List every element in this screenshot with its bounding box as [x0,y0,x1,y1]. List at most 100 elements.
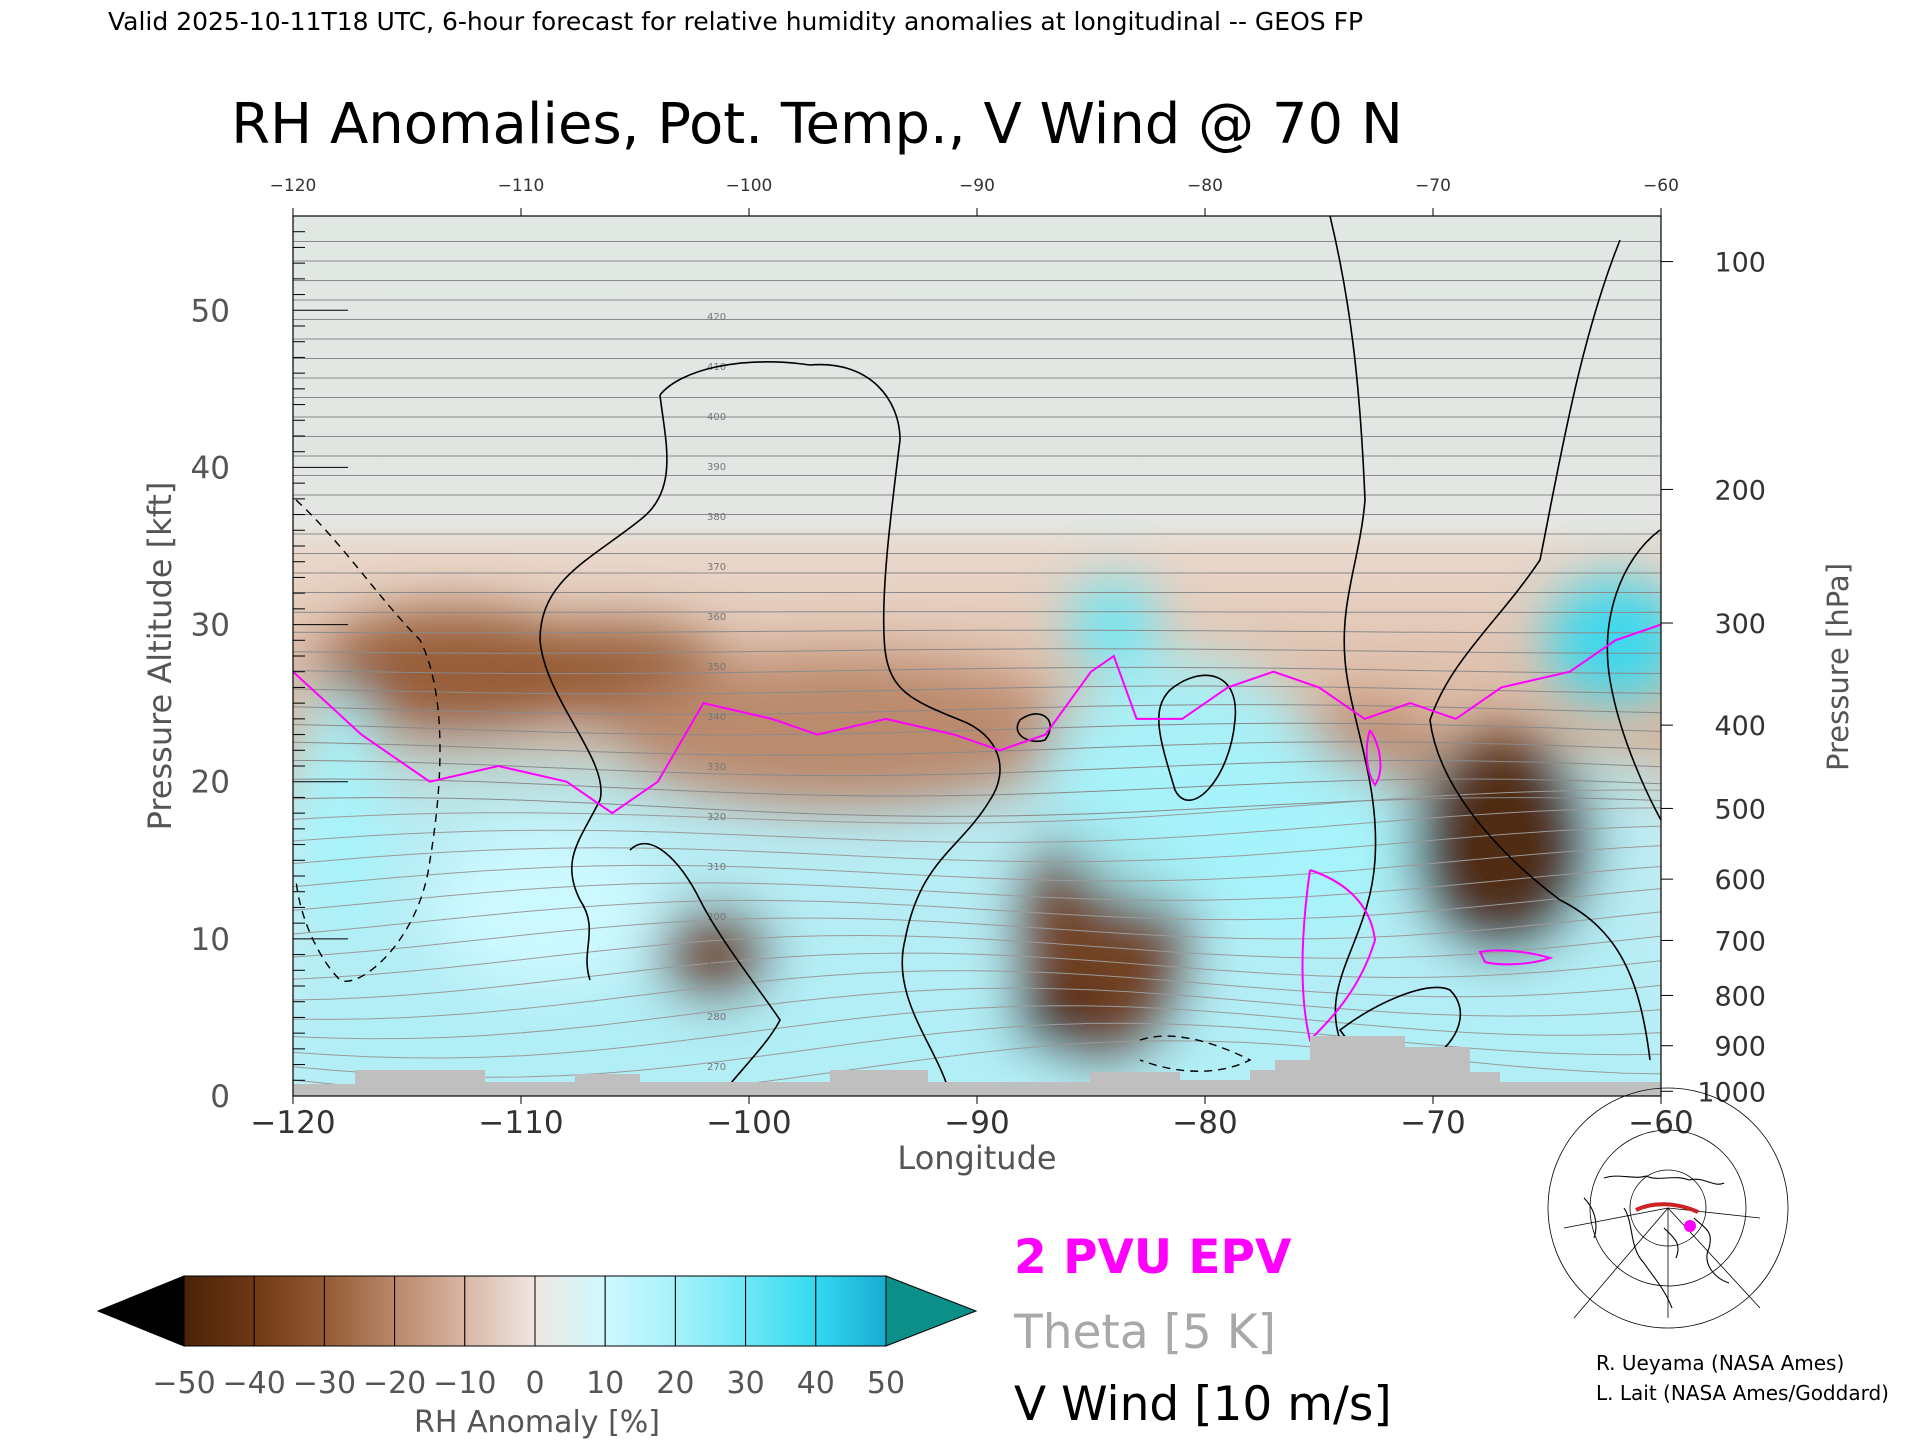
epv-2pvu-loop-c [1365,729,1382,787]
colorbar-box-2 [323,1275,396,1347]
theta-label-290: 290 [707,962,726,973]
theta-label-340: 340 [707,712,726,723]
wind-contour-zero-b [539,394,668,981]
theta-line-20 [293,685,1661,695]
colorbar-box-6 [604,1275,676,1347]
y-tick-label-right-3: 400 [1714,711,1766,742]
theta-label-390: 390 [707,462,726,473]
epv-2pvu-loop-a [1301,869,1377,1042]
map-marker [1684,1220,1696,1232]
theta-label-320: 320 [707,812,726,823]
y-tick-label-left-2: 20 [191,765,230,801]
inset-map [1547,1087,1789,1329]
wind-contour-zero-a [659,361,1001,1096]
colorbar-box-3 [394,1275,466,1347]
theta-label-270: 270 [707,1062,726,1073]
x-tick-label-bottom-2: −100 [706,1105,791,1141]
colorbar-box-4 [464,1275,536,1347]
theta-line-23 [293,629,1661,634]
epv-2pvu-line [293,623,1661,815]
map-meridian-e [1667,1207,1761,1219]
theta-line-15 [293,778,1661,797]
map-section-line [1635,1202,1699,1214]
v-wind-contours [295,216,1661,1096]
chart-title: RH Anomalies, Pot. Temp., V Wind @ 70 N [231,92,1403,157]
map-coastlines [1583,1175,1730,1309]
y-tick-label-right-0: 100 [1714,248,1766,279]
legend-epv: 2 PVU EPV [1014,1230,1292,1285]
colorbar-arrow-right [885,1275,978,1347]
colorbar-tick-label-0: −50 [152,1366,215,1401]
topography [293,1036,1661,1096]
y-tick-label-right-7: 800 [1714,981,1766,1012]
theta-line-8 [293,888,1661,935]
epv-2pvu-loop-b [1478,949,1554,966]
colorbar-box-0 [183,1275,255,1347]
y-tick-label-right-8: 900 [1714,1032,1766,1063]
x-axis-top: −120 −110 −100 −90 −80 −70 −60 [270,176,1679,216]
theta-line-1 [293,1022,1661,1078]
colorbar-box-5 [534,1275,606,1347]
x-axis-label: Longitude [897,1139,1056,1177]
credit-line-2: L. Lait (NASA Ames/Goddard) [1596,1381,1889,1405]
x-tick-label-bottom-4: −80 [1172,1105,1237,1141]
x-tick-label-top-4: −80 [1187,176,1223,196]
y-tick-label-right-9: 1000 [1697,1077,1766,1108]
y-tick-label-left-3: 30 [191,608,230,644]
y-axis-label-right: Pressure [hPa] [1821,563,1855,771]
wind-contour-neg-b [1139,1035,1252,1072]
anomaly-region-0 [315,608,590,735]
theta-line-11 [293,825,1661,865]
map-meridian-c [1667,1207,1761,1309]
theta-line-6 [293,934,1661,980]
colorbar-box-9 [815,1275,887,1347]
theta-line-3 [293,987,1661,1040]
x-tick-label-bottom-6: −60 [1628,1105,1693,1141]
x-tick-label-top-1: −110 [498,176,545,196]
colorbar-box-1 [253,1275,325,1347]
theta-line-5 [293,952,1661,1001]
y-tick-label-left-5: 50 [191,293,230,329]
y-axis-label-left: Pressure Altitude [kft] [141,482,179,831]
colorbar-tick-label-8: 30 [727,1366,765,1401]
y-tick-label-left-0: 0 [210,1079,230,1115]
wind-contour-zero-g [1158,674,1237,801]
x-axis-bottom: −120 −110 −100 −90 −80 −70 −60 [250,1096,1694,1141]
valid-line: Valid 2025-10-11T18 UTC, 6-hour forecast… [108,7,1363,36]
y-tick-label-right-2: 300 [1714,609,1766,640]
y-axis-left: 0 10 20 30 40 50 [191,231,348,1115]
theta-label-380: 380 [707,512,726,523]
theta-line-18 [293,722,1661,736]
colorbar-tick-label-6: 10 [586,1366,624,1401]
anomaly-region-9 [1182,750,1411,939]
y-tick-label-right-4: 500 [1714,794,1766,825]
theta-line-12 [293,807,1661,843]
y-tick-label-left-4: 40 [191,450,230,486]
colorbar-label: RH Anomaly [%] [414,1405,660,1440]
colorbar-tick-label-3: −20 [363,1366,426,1401]
anomaly-region-10 [1547,577,1661,704]
wind-contour-zero-f [1606,529,1661,821]
theta-label-330: 330 [707,762,726,773]
theta-line-4 [293,970,1661,1020]
anomaly-region-3 [657,907,772,1002]
theta-label-280: 280 [707,1012,726,1023]
epv-contours [293,623,1661,1042]
plot-area: 2702802903003103203303403503603703803904… [191,176,1766,1141]
x-tick-label-bottom-3: −90 [944,1105,1009,1141]
colorbar-tick-label-7: 20 [656,1366,694,1401]
theta-line-2 [293,1005,1661,1059]
legend-theta: Theta [5 K] [1013,1305,1276,1360]
theta-line-17 [293,741,1661,756]
wind-contour-zero-c [629,843,781,1096]
theta-line-10 [293,845,1661,888]
wind-contour-zero-d [1329,216,1377,1096]
colorbar-tick-label-2: −30 [293,1366,356,1401]
wind-contour-zero-h [1016,713,1051,742]
theta-label-400: 400 [707,412,726,423]
anomaly-region-5 [1011,986,1103,1049]
credit-line-1: R. Ueyama (NASA Ames) [1596,1351,1844,1375]
colorbar-tick-label-9: 40 [797,1366,835,1401]
map-meridian-a [1573,1207,1669,1319]
